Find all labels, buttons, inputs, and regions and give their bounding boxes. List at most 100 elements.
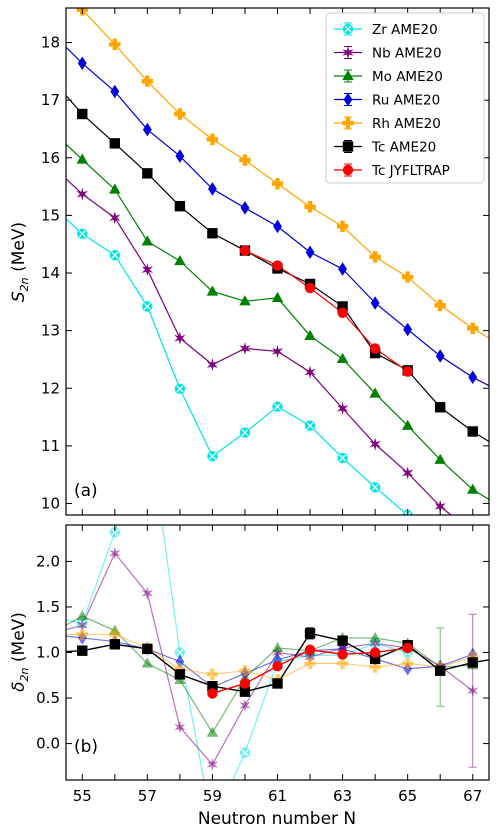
data-point-rh-ame20-b [206,668,219,681]
legend-label-tc-ame20: Tc AME20 [371,140,436,156]
y-tick-label-a: 18 [41,34,60,52]
data-point-tc-jyfltrap-b [239,678,251,689]
data-point-nb-ame20-a [271,344,284,358]
data-point-mo-ame20-a [239,295,251,306]
data-point-tc-ame20-b [207,680,218,692]
data-point-nb-ame20-a [76,187,88,201]
data-point-mo-ame20-a [369,387,381,398]
legend-label-ru-ame20: Ru AME20 [372,93,440,109]
panel-a: 10 11 12 13 14 15 16 17 18 (a) S2n (MeV) Zr AME2… [9,7,490,541]
data-point-ru-ame20-a [77,56,87,71]
legend-marker-nb-ame20 [342,46,354,59]
data-point-rh-ame20-a [336,220,349,233]
x-tick-label-b: 65 [398,787,417,805]
series-line-nb-ame20-a [66,178,452,515]
data-point-zr-ame20-a-cross [143,302,151,310]
data-point-rh-ame20-b [467,651,479,663]
legend-label-zr-ame20: Zr AME20 [372,22,438,38]
data-point-mo-ame20-a [44,123,55,133]
data-point-rh-ame20-a [206,133,219,146]
data-point-mo-ame20-b [76,610,88,621]
data-point-rh-ame20-b [44,629,55,640]
x-tick-label-b: 55 [73,787,92,805]
data-point-ru-ame20-a [468,370,478,385]
data-point-ru-ame20-b [273,653,282,667]
data-point-tc-ame20-a [77,108,88,120]
data-point-zr-ame20-b [142,411,152,421]
data-point-mo-ame20-b [271,641,284,653]
data-point-mo-ame20-a [336,352,349,364]
data-point-nb-ame20-a [402,466,414,480]
data-point-tc-ame20-a [45,72,55,82]
data-point-tc-ame20-b [142,643,153,655]
data-point-ru-ame20-b [175,654,185,669]
data-point-mo-ame20-a [304,329,316,340]
y-tick-label-a: 10 [41,494,60,512]
y-tick-label-a: 11 [41,437,60,455]
data-point-tc-ame20-b [467,657,478,668]
data-point-zr-ame20-a-cross [339,454,347,462]
data-point-zr-ame20-a-cross [111,251,119,259]
data-point-zr-ame20-a-cross [176,385,184,393]
panel-a-label: (a) [74,481,98,501]
legend-label-nb-ame20: Nb AME20 [372,46,442,62]
data-point-nb-ame20-a [336,401,349,415]
data-point-mo-ame20-a [401,419,414,430]
legend-frame [325,12,485,184]
data-point-ru-ame20-a [175,149,185,163]
data-point-nb-ame20-b [109,546,121,560]
data-point-tc-ame20-b [77,645,88,656]
data-point-mo-ame20-a [174,254,186,266]
data-point-tc-jyfltrap-a [369,343,381,354]
data-point-ru-ame20-a [273,219,282,234]
data-point-tc-jyfltrap-a [272,260,283,271]
y-tick-label-b: 2.0 [36,552,60,570]
data-point-mo-ame20-a [206,285,219,296]
data-point-zr-ame20-a-cross [273,403,282,411]
data-point-zr-ame20-a-cross [437,535,443,541]
data-point-nb-ame20-b [76,618,88,632]
y-tick-label-a: 17 [41,91,60,109]
series-line-ru-ame20-b [66,635,473,688]
data-point-mo-ame20-a [271,291,284,302]
data-point-mo-ame20-a [76,153,88,164]
data-point-nb-ame20-b [141,586,153,600]
data-point-tc-jyfltrap-a [239,245,251,256]
y-tick-label-a: 12 [41,379,60,397]
data-point-ru-ame20-a [305,245,315,260]
data-point-zr-ame20-a-cross [208,452,216,460]
data-point-rh-ame20-a [401,271,414,283]
data-point-nb-ame20-a [141,263,153,277]
legend-marker-rh-ame20 [342,117,354,129]
data-point-rh-ame20-a [304,201,316,213]
data-point-mo-ame20-a [141,235,154,246]
data-point-tc-jyfltrap-b [207,688,218,699]
data-point-mo-ame20-b [369,631,381,643]
data-point-rh-ame20-b [76,628,88,641]
data-point-ru-ame20-a [142,122,152,137]
x-tick-label-b: 57 [138,787,157,805]
data-point-nb-ame20-b [369,636,381,650]
panel-b-label: (b) [74,737,98,757]
panel-b-ylabel: δ2n (MeV) [9,612,31,692]
data-point-rh-ame20-a [239,154,251,166]
data-point-tc-jyfltrap-b [402,642,413,654]
data-point-tc-jyfltrap-b [272,660,283,672]
data-point-nb-ame20-b [271,646,284,659]
data-point-tc-jyfltrap-b [369,647,381,658]
data-point-tc-ame20-a [337,301,348,312]
panel-b: 0.0 0.5 1.0 1.5 2.0 55 57 59 61 63 65 67 (b) δ2n (M… [9,411,490,829]
data-point-ru-ame20-a [403,322,413,337]
data-point-ru-ame20-a [370,296,380,310]
data-point-mo-ame20-a [109,183,121,194]
data-point-rh-ame20-a [271,178,284,190]
data-point-ru-ame20-a [435,349,445,363]
x-axis-label: Neutron number N [198,809,356,829]
y-tick-label-b: 1.5 [36,598,60,616]
data-point-rh-ame20-a [369,251,381,263]
data-point-rh-ame20-a [434,299,446,312]
data-point-nb-ame20-a [434,499,446,513]
data-point-rh-ame20-a [467,322,479,335]
x-tick-label-b: 61 [268,787,287,805]
y-tick-label-b: 0.0 [36,735,60,753]
